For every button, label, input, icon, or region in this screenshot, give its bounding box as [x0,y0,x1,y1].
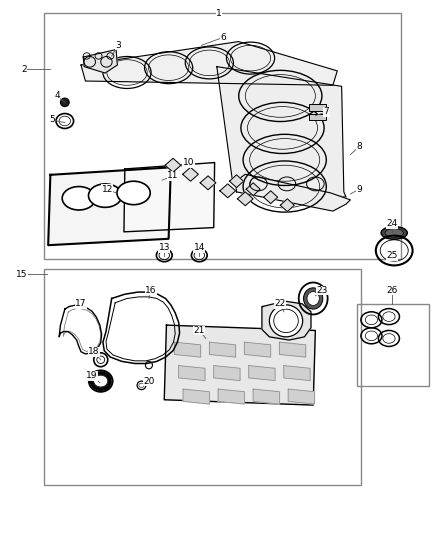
Text: 25: 25 [386,252,398,260]
Polygon shape [183,389,209,404]
Text: 4: 4 [54,92,60,100]
Ellipse shape [91,373,110,390]
Polygon shape [179,366,205,381]
Ellipse shape [94,375,108,387]
Ellipse shape [385,229,403,237]
Text: 11: 11 [167,172,179,180]
Text: 6: 6 [220,33,226,42]
Polygon shape [164,325,315,405]
Polygon shape [280,199,294,212]
Polygon shape [230,175,244,188]
Polygon shape [81,42,337,85]
Polygon shape [174,342,201,357]
Text: 8: 8 [356,142,362,151]
Polygon shape [237,192,253,206]
Ellipse shape [304,288,323,309]
Polygon shape [209,342,236,357]
Polygon shape [48,167,171,245]
Text: 1: 1 [216,9,222,18]
Bar [309,104,326,111]
Text: 14: 14 [194,244,205,252]
Polygon shape [124,163,215,232]
Text: 7: 7 [323,108,329,116]
Bar [357,304,429,386]
Text: 3: 3 [115,41,121,50]
Ellipse shape [307,292,319,305]
Polygon shape [217,67,346,197]
Polygon shape [264,191,278,204]
Polygon shape [288,389,314,404]
Text: 17: 17 [75,300,87,308]
Text: 22: 22 [275,300,286,308]
Text: 16: 16 [145,286,157,295]
Polygon shape [83,50,117,73]
Ellipse shape [60,98,69,107]
Text: 10: 10 [183,158,194,167]
Text: 20: 20 [143,377,155,385]
Polygon shape [218,389,244,404]
Polygon shape [220,184,236,198]
Polygon shape [183,167,198,181]
Polygon shape [165,158,181,172]
Polygon shape [253,389,279,404]
Polygon shape [200,176,216,190]
Ellipse shape [117,181,150,205]
Text: 19: 19 [86,372,98,380]
Text: 21: 21 [194,326,205,335]
Polygon shape [236,174,350,211]
Polygon shape [262,301,311,340]
Polygon shape [59,305,102,354]
Text: 24: 24 [386,220,398,228]
Text: 5: 5 [49,116,55,124]
Ellipse shape [88,184,122,207]
Polygon shape [214,366,240,381]
Text: 26: 26 [386,286,398,295]
Ellipse shape [62,187,95,210]
Polygon shape [249,366,275,381]
Polygon shape [279,342,306,357]
Text: 12: 12 [102,185,113,193]
Bar [309,114,326,120]
Ellipse shape [269,305,303,337]
Bar [44,13,401,259]
Text: 23: 23 [316,286,328,295]
Ellipse shape [381,227,407,239]
Bar [44,269,361,485]
Polygon shape [244,342,271,357]
Text: 15: 15 [16,270,28,279]
Text: 18: 18 [88,348,100,356]
Text: 9: 9 [356,185,362,193]
Text: 13: 13 [159,244,170,252]
Polygon shape [284,366,310,381]
Text: 2: 2 [21,65,27,74]
Polygon shape [246,183,260,196]
